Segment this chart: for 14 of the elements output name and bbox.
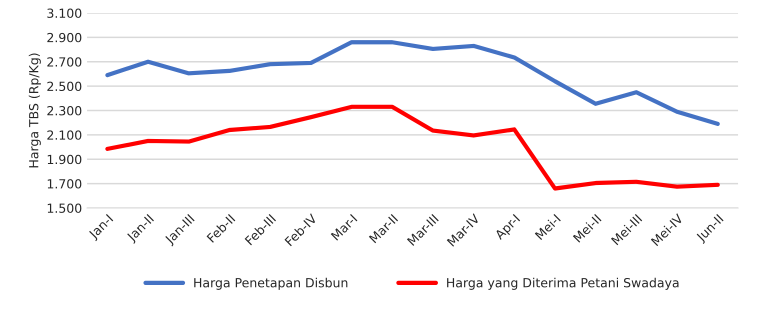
y-tick-label: 3.100 xyxy=(47,8,82,18)
y-tick-label: 1.700 xyxy=(48,179,82,189)
legend-label: Harga Penetapan Disbun xyxy=(194,278,348,290)
line-series xyxy=(105,40,720,126)
y-tick-label: 2.300 xyxy=(47,106,82,116)
y-tick-label: 2.700 xyxy=(47,57,82,67)
y-tick-label: 2.900 xyxy=(47,32,82,42)
line-series xyxy=(105,104,720,191)
legend-label: Harga yang Diterima Petani Swadaya xyxy=(447,278,678,290)
y-tick-label: 2.500 xyxy=(47,82,82,92)
y-tick-label: 1.900 xyxy=(48,154,82,164)
y-tick-label: 2.100 xyxy=(47,130,82,140)
y-tick-label: 1.500 xyxy=(48,203,82,213)
y-axis-title: Harga TBS (Rp/Kg) xyxy=(28,53,41,168)
